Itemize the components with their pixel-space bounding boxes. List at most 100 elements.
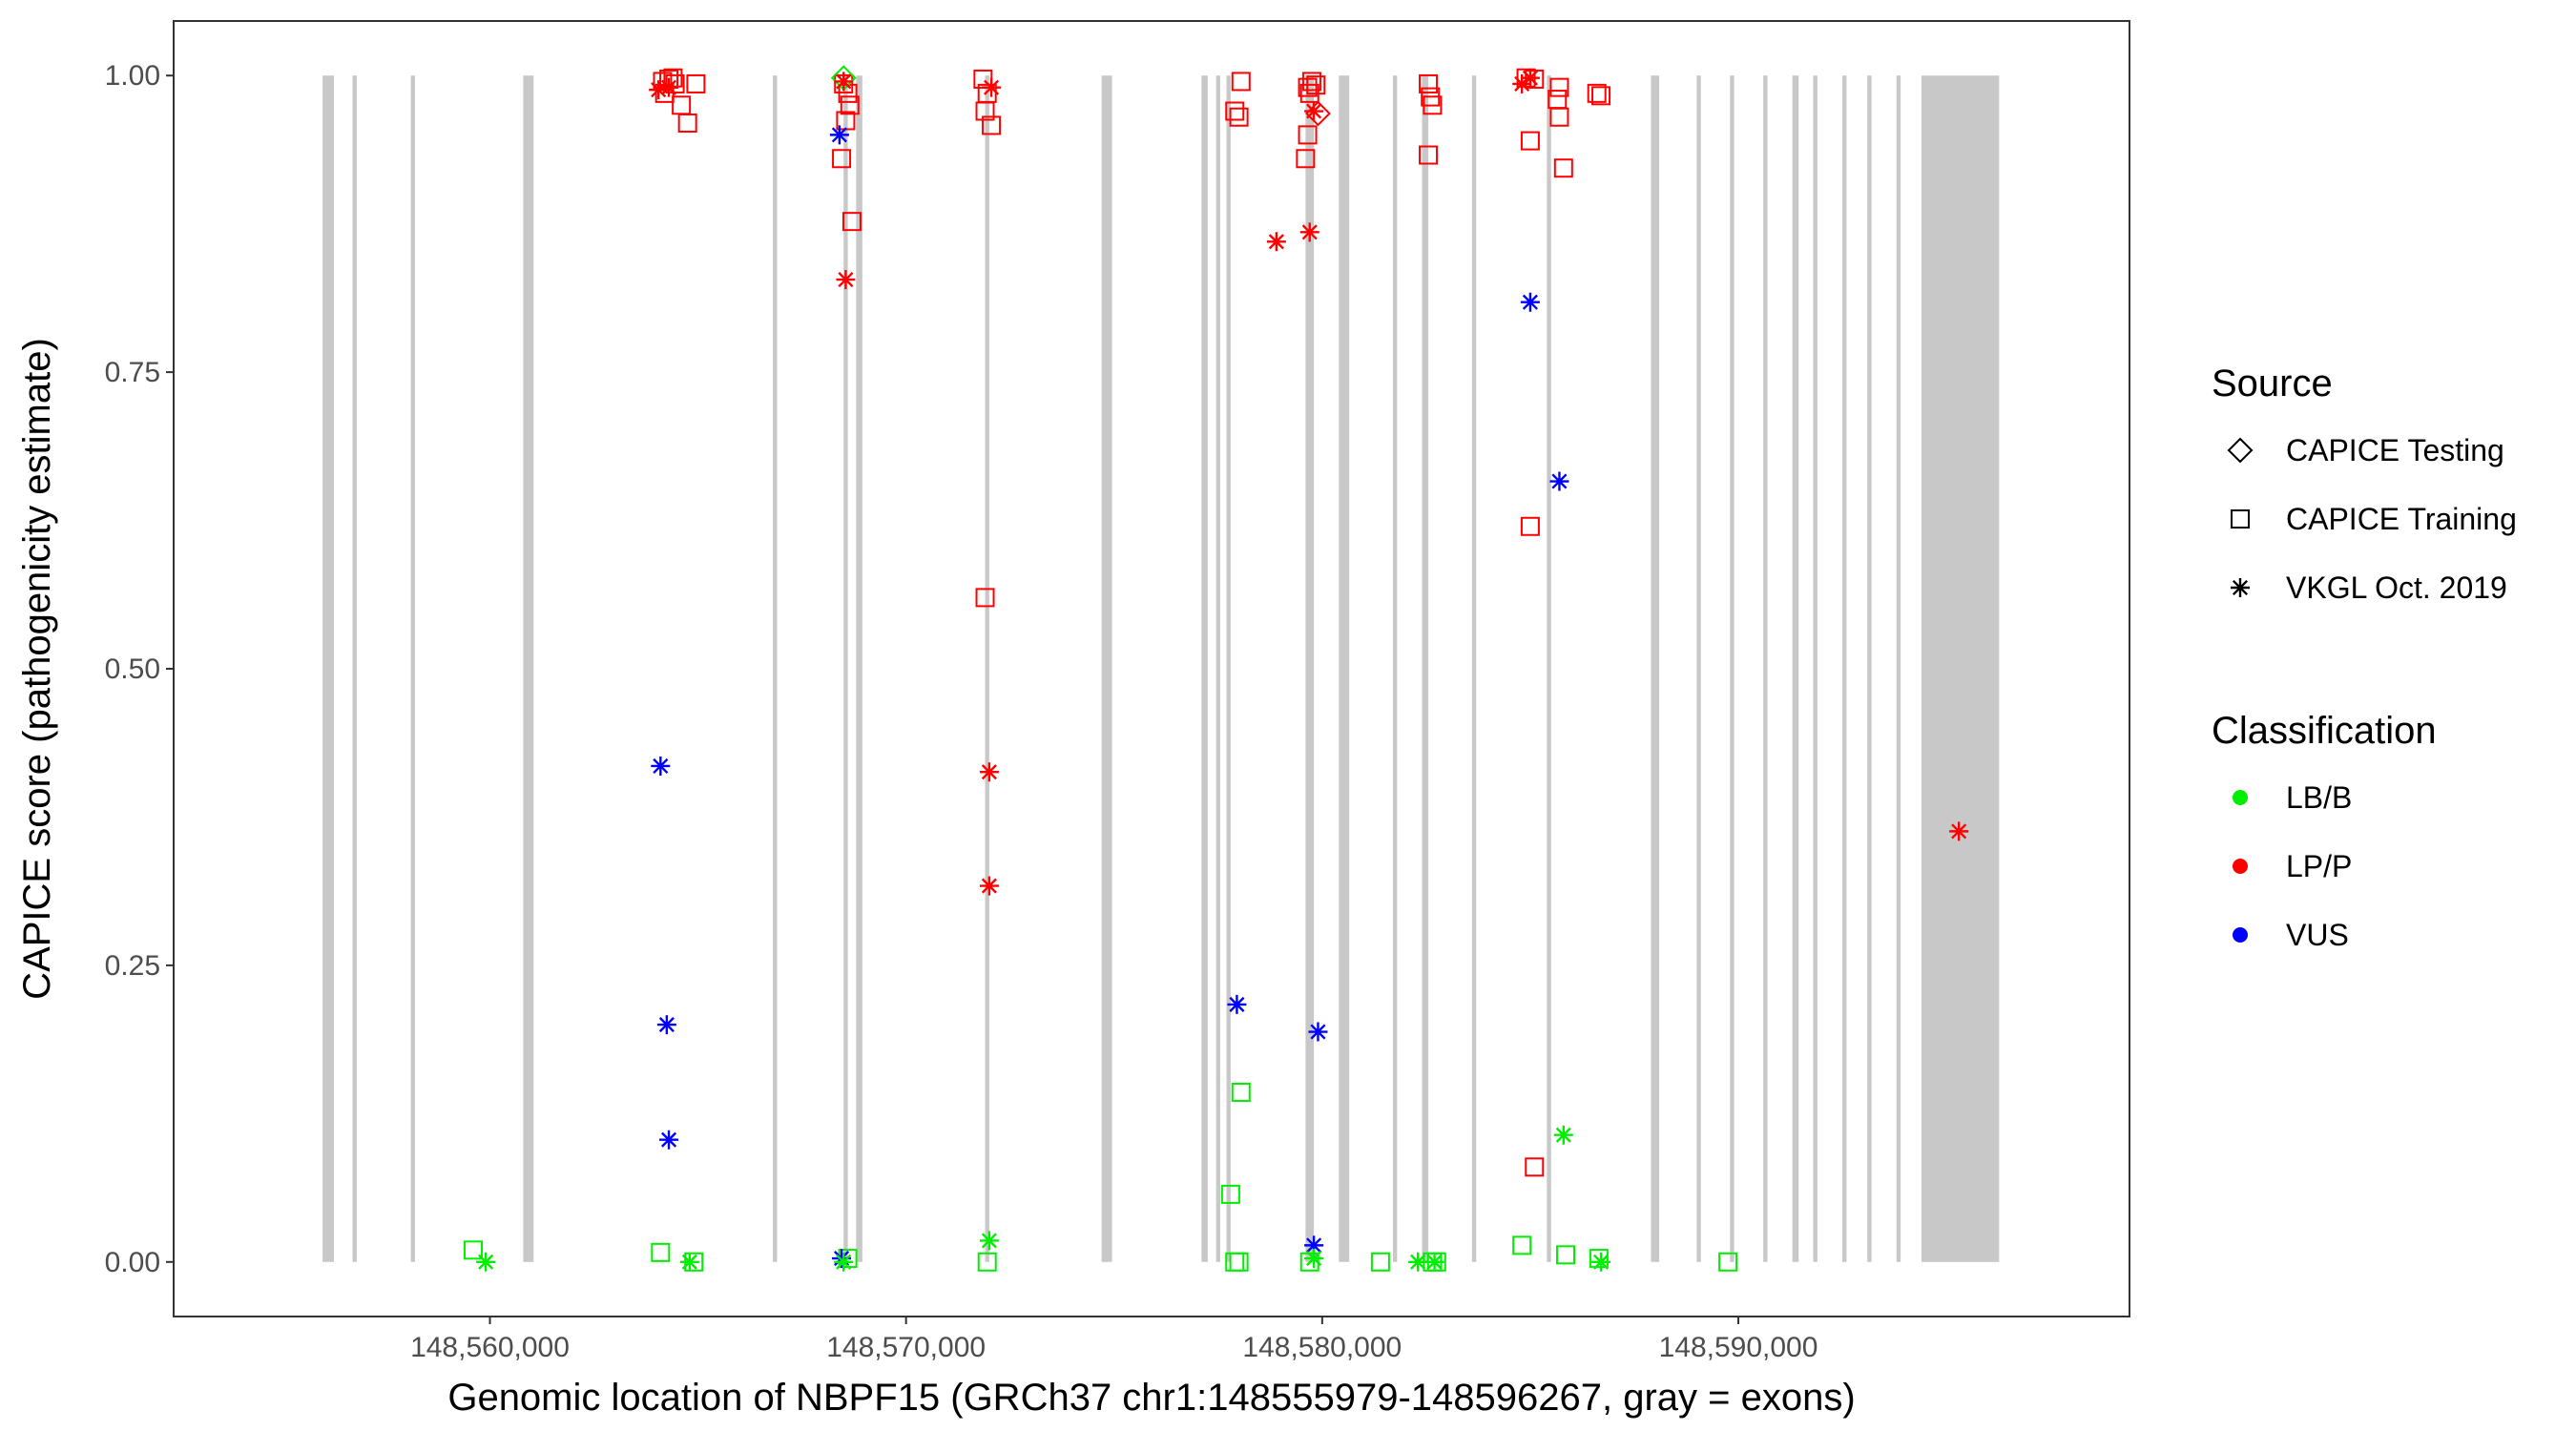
data-point bbox=[834, 1252, 854, 1272]
exon-band-18 bbox=[1547, 75, 1551, 1262]
data-point bbox=[651, 756, 671, 776]
legend-label-classification: LP/P bbox=[2286, 849, 2352, 883]
data-point bbox=[659, 1130, 679, 1150]
data-point bbox=[829, 125, 849, 145]
data-point bbox=[1512, 73, 1532, 93]
y-axis-title: CAPICE score (pathogenicity estimate) bbox=[16, 338, 58, 1000]
legend-label-source: CAPICE Training bbox=[2286, 502, 2517, 536]
exon-band-26 bbox=[1867, 75, 1872, 1262]
data-point bbox=[1266, 232, 1286, 252]
data-point bbox=[651, 1242, 671, 1262]
data-point bbox=[1231, 72, 1251, 92]
data-point bbox=[1304, 1249, 1324, 1269]
data-point bbox=[649, 80, 669, 100]
data-point bbox=[1304, 101, 1324, 121]
exon-band-10 bbox=[1201, 75, 1208, 1262]
x-tick-label: 148,580,000 bbox=[1242, 1332, 1402, 1363]
data-point bbox=[841, 212, 862, 232]
exon-band-11 bbox=[1215, 75, 1220, 1262]
data-point bbox=[979, 762, 999, 782]
x-tick-label: 148,560,000 bbox=[410, 1332, 570, 1363]
exon-band-7 bbox=[856, 75, 862, 1262]
data-point bbox=[1305, 100, 1331, 127]
data-point bbox=[1520, 68, 1540, 88]
exon-band-24 bbox=[1813, 75, 1818, 1262]
data-point bbox=[1589, 1249, 1609, 1269]
exon-band-4 bbox=[523, 75, 534, 1262]
y-tick-label: 0.25 bbox=[105, 950, 160, 982]
data-point bbox=[1549, 77, 1569, 97]
data-point bbox=[476, 1252, 496, 1272]
exon-band-9 bbox=[1101, 75, 1112, 1262]
exon-band-2 bbox=[352, 75, 357, 1262]
exon-band-25 bbox=[1842, 75, 1847, 1262]
exon-band-19 bbox=[1651, 75, 1660, 1262]
data-point bbox=[1424, 1252, 1444, 1272]
y-tick-label: 0.75 bbox=[105, 357, 160, 388]
data-point bbox=[1520, 292, 1540, 312]
data-point bbox=[1298, 125, 1318, 145]
legend: Source CAPICE Testing CAPICE Training VKGL… bbox=[2212, 363, 2517, 952]
y-tick-label: 0.00 bbox=[105, 1247, 160, 1278]
data-point bbox=[982, 77, 1002, 97]
x-axis-title: Genomic location of NBPF15 (GRCh37 chr1:… bbox=[447, 1377, 1855, 1419]
data-point bbox=[1587, 83, 1607, 103]
data-point bbox=[1549, 107, 1569, 127]
exon-band-21 bbox=[1730, 75, 1735, 1262]
legend-key-asterisk bbox=[2231, 578, 2250, 597]
data-point bbox=[1718, 1252, 1738, 1272]
legend-title-classification: Classification bbox=[2212, 710, 2437, 752]
legend-key-color bbox=[2233, 859, 2248, 874]
exon-band-27 bbox=[1896, 75, 1901, 1262]
data-point bbox=[1423, 95, 1443, 115]
data-point bbox=[686, 73, 706, 93]
data-point bbox=[1419, 145, 1439, 165]
data-point bbox=[840, 95, 860, 115]
data-point bbox=[1591, 86, 1611, 106]
legend-key-diamond bbox=[2227, 437, 2254, 464]
y-tick-label: 0.50 bbox=[105, 653, 160, 685]
exon-band-6 bbox=[843, 75, 848, 1262]
legend-label-classification: LB/B bbox=[2286, 780, 2352, 815]
legend-key-color bbox=[2233, 790, 2248, 805]
data-point bbox=[1301, 72, 1321, 92]
exon-band-22 bbox=[1763, 75, 1768, 1262]
data-point bbox=[464, 1240, 484, 1260]
data-point bbox=[1229, 107, 1249, 127]
data-point bbox=[656, 1015, 676, 1035]
data-point bbox=[659, 77, 679, 97]
data-point bbox=[979, 1231, 999, 1251]
data-point bbox=[975, 101, 995, 121]
legend-label-classification: VUS bbox=[2286, 918, 2349, 952]
exon-band-17 bbox=[1471, 75, 1477, 1262]
axis-layer: 0.00 0.25 0.50 0.75 1.00 148,560,000 148,570,0… bbox=[105, 60, 1818, 1363]
exon-band-20 bbox=[1696, 75, 1701, 1262]
data-point bbox=[1370, 1252, 1390, 1272]
data-point bbox=[1520, 516, 1540, 536]
exon-band-8 bbox=[985, 75, 989, 1262]
data-point bbox=[1220, 1184, 1240, 1204]
data-point bbox=[1520, 131, 1540, 151]
data-point bbox=[1231, 1082, 1251, 1102]
data-point bbox=[1549, 471, 1569, 491]
data-point bbox=[1553, 158, 1573, 178]
y-tick-label: 1.00 bbox=[105, 60, 160, 92]
data-point bbox=[982, 115, 1002, 135]
data-point bbox=[977, 1252, 997, 1272]
data-point bbox=[979, 876, 999, 896]
data-point bbox=[1949, 821, 1969, 841]
data-point bbox=[975, 588, 995, 608]
data-point bbox=[1296, 149, 1316, 169]
data-point bbox=[1299, 83, 1319, 103]
data-point bbox=[1229, 1252, 1249, 1272]
legend-label-source: VKGL Oct. 2019 bbox=[2286, 570, 2507, 605]
exon-band-5 bbox=[773, 75, 778, 1262]
exon-band-14 bbox=[1339, 75, 1350, 1262]
legend-class-items: LB/B LP/P VUS bbox=[2233, 780, 2352, 952]
data-point bbox=[834, 72, 854, 92]
data-point bbox=[1299, 222, 1319, 242]
legend-source-items: CAPICE Testing CAPICE Training VKGL Oct. 2… bbox=[2227, 433, 2517, 605]
exon-band-23 bbox=[1792, 75, 1799, 1262]
